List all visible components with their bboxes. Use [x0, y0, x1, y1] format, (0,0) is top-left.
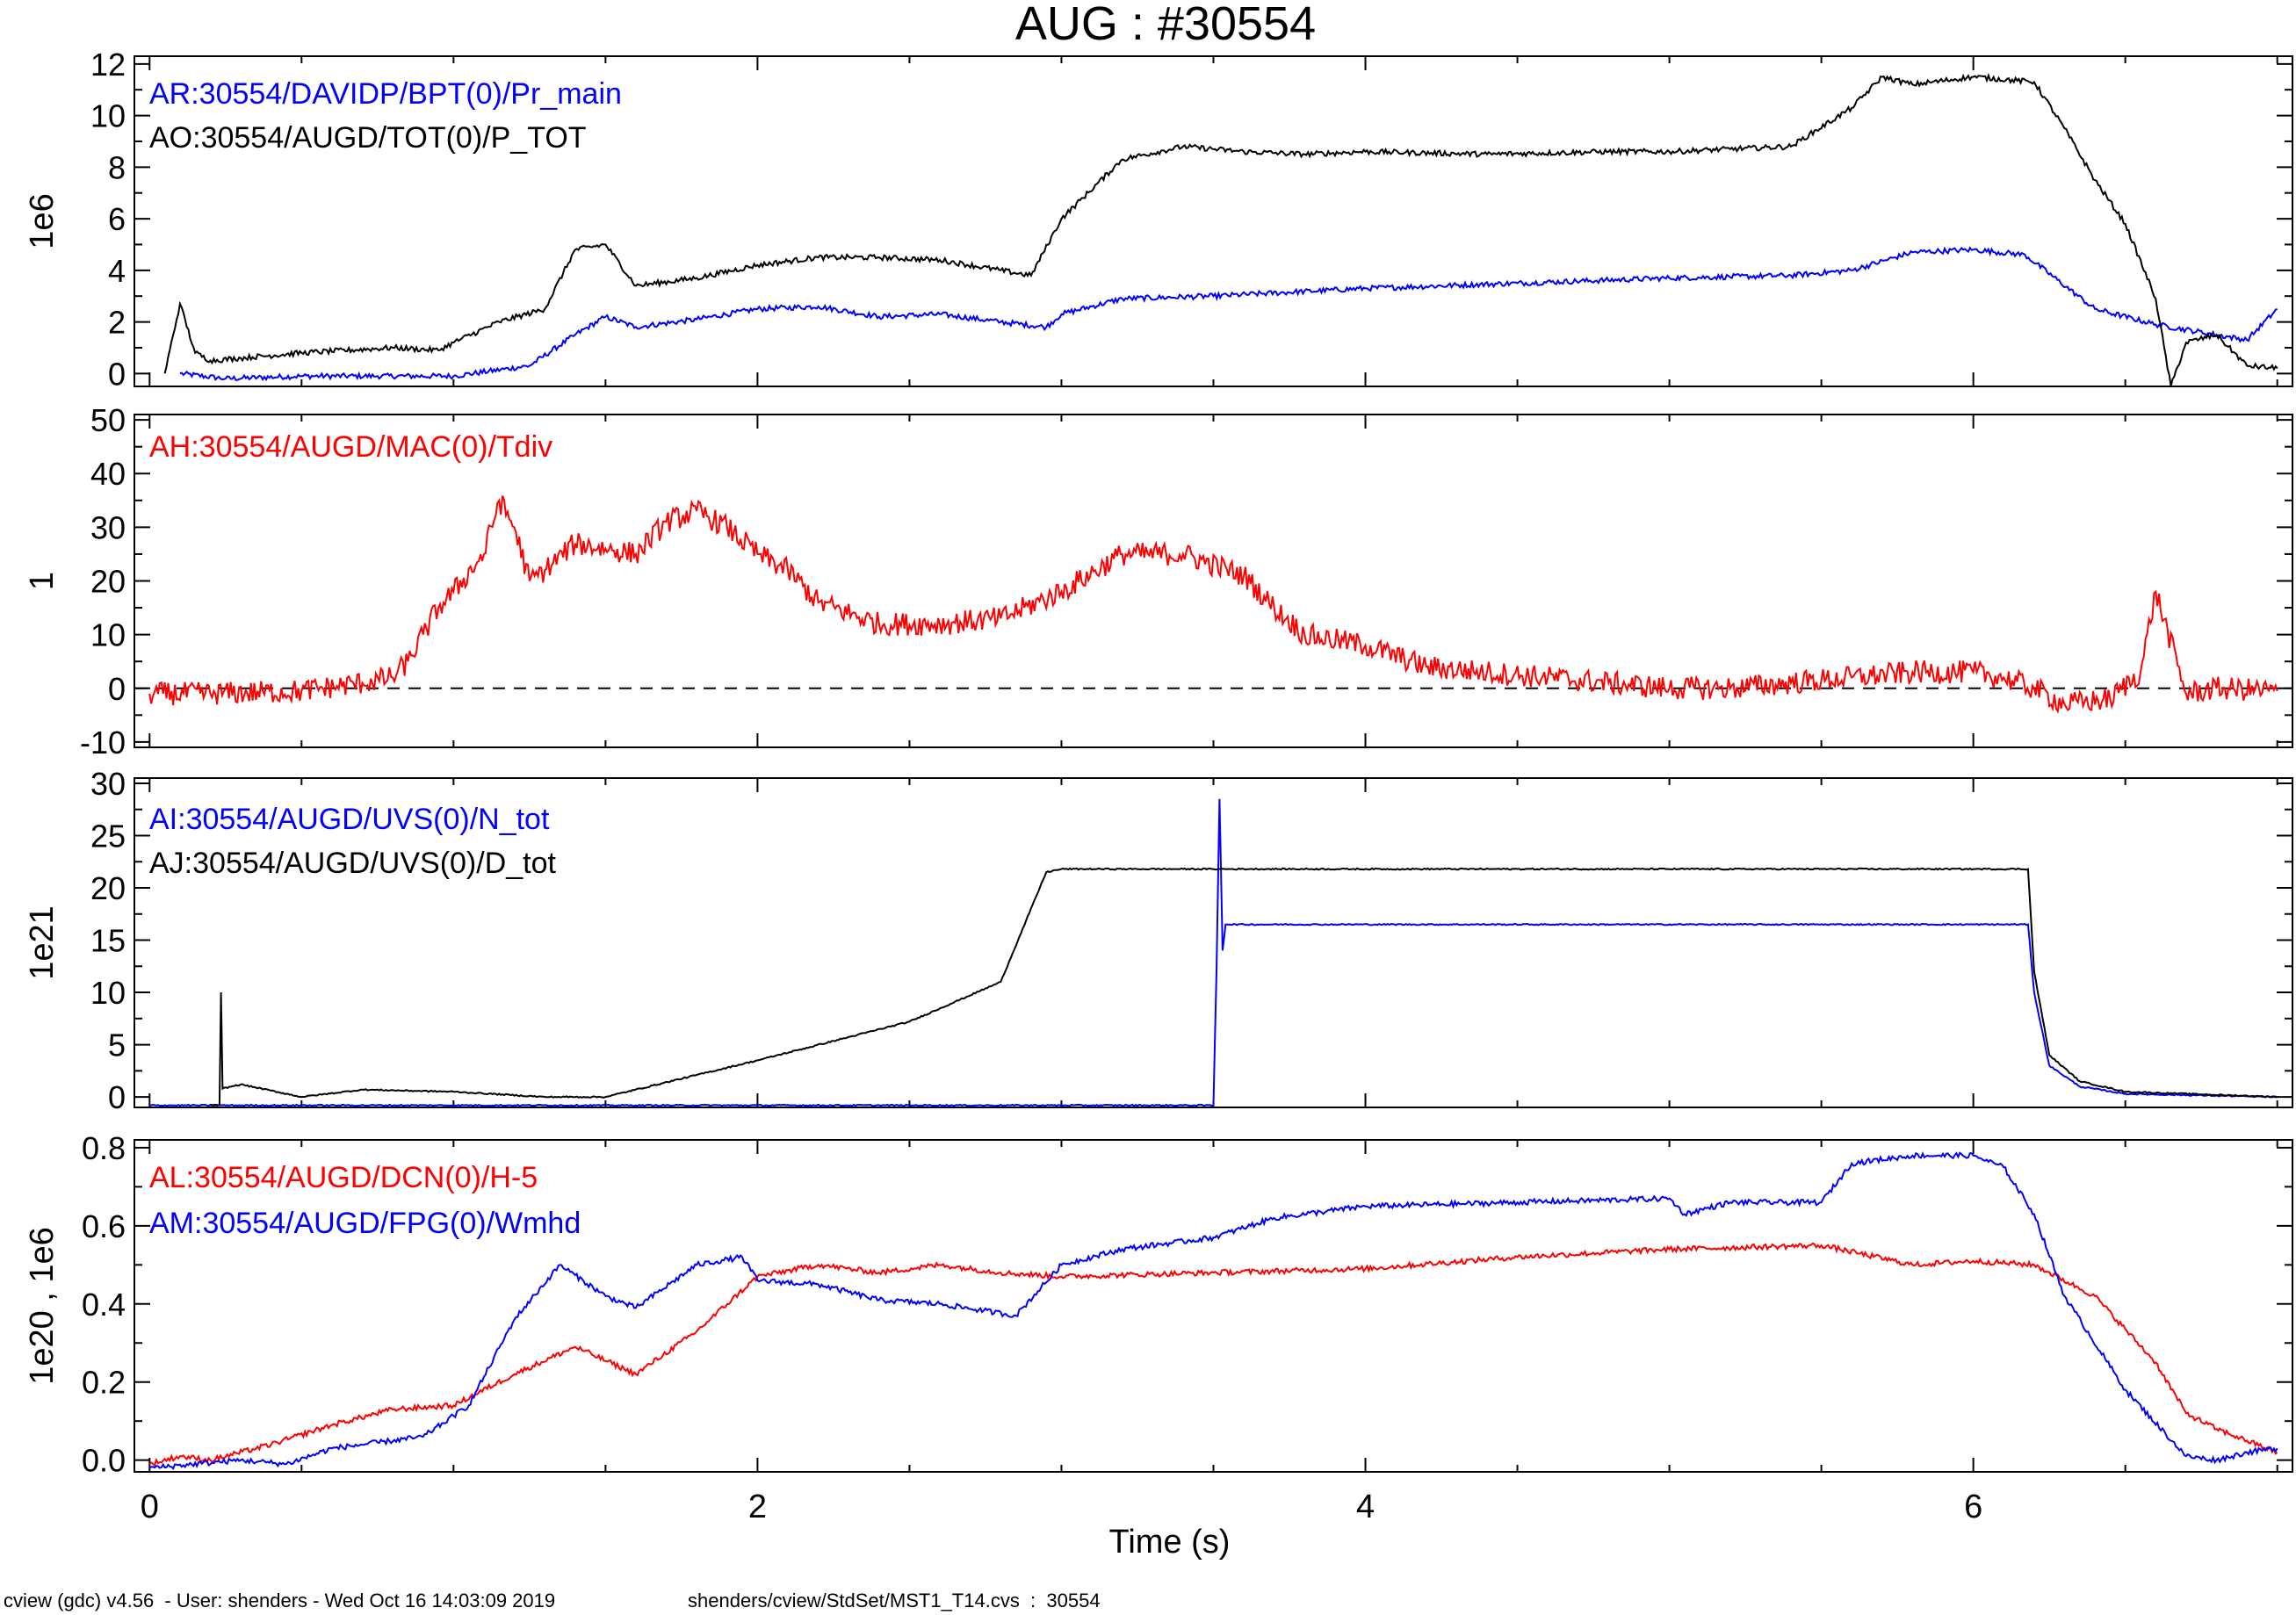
y-tick-label: 0.8 — [82, 1130, 126, 1166]
y-axis-label: 1e21 — [24, 905, 61, 980]
series-line — [163, 72, 2278, 387]
y-tick-label: 15 — [90, 923, 126, 959]
y-tick-label: 10 — [90, 975, 126, 1011]
series-line — [210, 867, 2278, 1107]
y-axis-label: 1 — [24, 572, 61, 590]
chart-title: AUG : #30554 — [1015, 0, 1316, 50]
panel-2: -10 0 10 20 30 40 50 1 AH:30554/AUGD/MAC(0)/Tdiv — [24, 402, 2293, 761]
series-line — [148, 495, 2278, 714]
series-line — [148, 1151, 2278, 1470]
x-tick-label: 4 — [1356, 1489, 1375, 1525]
y-tick-label: 0 — [108, 671, 126, 707]
y-tick-label: 50 — [90, 402, 126, 438]
footer-info: cview (gdc) v4.56 - User: shenders - Wed… — [4, 1590, 556, 1611]
x-tick-label: 6 — [1964, 1489, 1982, 1525]
y-tick-label: 0.2 — [82, 1365, 126, 1401]
series-line — [148, 1242, 2278, 1467]
y-tick-label: 0 — [108, 356, 126, 392]
y-tick-label: 4 — [108, 253, 126, 289]
legend-entry: AJ:30554/AUGD/UVS(0)/D_tot — [149, 847, 557, 880]
legend-entry: AM:30554/AUGD/FPG(0)/Wmhd — [149, 1207, 581, 1240]
footer-file: shenders/cview/StdSet/MST1_T14.cvs : 305… — [688, 1590, 1101, 1611]
legend-entry: AR:30554/DAVIDP/BPT(0)/Pr_main — [149, 77, 622, 111]
y-tick-label: 10 — [90, 98, 126, 134]
y-tick-label: 30 — [90, 766, 126, 802]
y-tick-label: 40 — [90, 456, 126, 492]
y-tick-label: -10 — [80, 725, 126, 761]
x-tick-label: 2 — [748, 1489, 767, 1525]
y-tick-label: 2 — [108, 305, 126, 341]
panel-1: 0 2 4 6 8 10 12 1e6 AR:30554/DAVIDP/BPT(0)/Pr_ma… — [24, 47, 2293, 392]
y-tick-label: 0.6 — [82, 1208, 126, 1244]
y-tick-label: 10 — [90, 617, 126, 653]
legend-entry: AH:30554/AUGD/MAC(0)/Tdiv — [149, 430, 552, 464]
y-tick-label: 20 — [90, 564, 126, 600]
x-axis-label: Time (s) — [1109, 1524, 1231, 1561]
legend-entry: AL:30554/AUGD/DCN(0)/H-5 — [149, 1161, 538, 1194]
panel-4: 0.0 0.2 0.4 0.6 0.8 1e20 , 1e6 AL:30554/AUGD/D… — [24, 1130, 2293, 1561]
y-tick-label: 30 — [90, 509, 126, 545]
series-line — [149, 798, 2278, 1107]
y-axis-label: 1e20 , 1e6 — [24, 1227, 61, 1385]
legend-entry: AO:30554/AUGD/TOT(0)/P_TOT — [149, 121, 587, 155]
y-tick-label: 8 — [108, 149, 126, 185]
series-line — [179, 246, 2278, 382]
y-tick-label: 0.4 — [82, 1287, 126, 1323]
y-tick-label: 12 — [90, 47, 126, 83]
y-tick-label: 0 — [108, 1079, 126, 1115]
panel-3: 0 5 10 15 20 25 30 1e21 AI:30554/AUGD/UVS(0)/N_t… — [24, 766, 2293, 1115]
y-axis-label: 1e6 — [24, 193, 61, 249]
x-tick-label: 0 — [141, 1489, 159, 1525]
legend-entry: AI:30554/AUGD/UVS(0)/N_tot — [149, 803, 550, 836]
y-tick-label: 5 — [108, 1027, 126, 1063]
y-tick-label: 20 — [90, 870, 126, 906]
y-tick-label: 25 — [90, 818, 126, 854]
y-tick-label: 6 — [108, 201, 126, 237]
y-tick-label: 0.0 — [82, 1443, 126, 1479]
